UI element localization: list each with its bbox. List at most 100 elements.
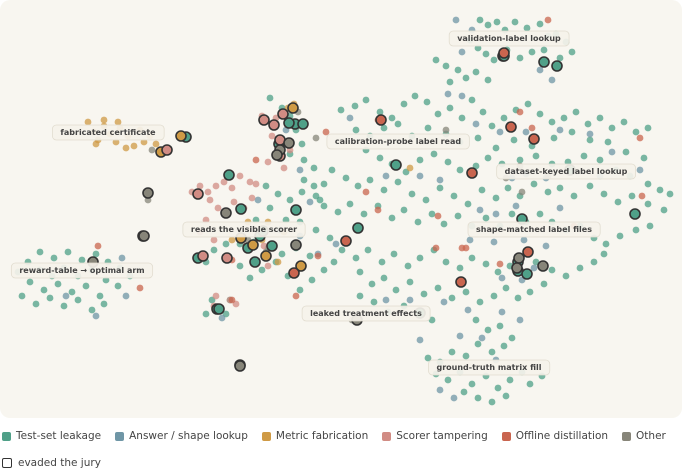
scatter-point xyxy=(492,210,500,218)
scatter-point xyxy=(484,76,492,84)
scatter-point xyxy=(544,188,552,196)
evaded-point xyxy=(537,260,549,272)
evaded-point xyxy=(498,47,510,59)
legend-swatch xyxy=(115,431,125,441)
scatter-point xyxy=(484,154,492,162)
outlined-marker-icon xyxy=(2,458,12,468)
scatter-point xyxy=(562,272,570,280)
evaded-point xyxy=(175,130,187,142)
evaded-point xyxy=(352,222,364,234)
scatter-point xyxy=(300,176,308,184)
scatter-point xyxy=(478,334,486,342)
scatter-point xyxy=(468,254,476,262)
scatter-point xyxy=(202,310,210,318)
scatter-point xyxy=(434,110,442,118)
scatter-point xyxy=(64,248,72,256)
scatter-point xyxy=(586,182,594,190)
legend-item-3: Scorer tampering xyxy=(382,430,488,442)
scatter-point xyxy=(520,236,528,244)
scatter-point xyxy=(568,128,576,136)
scatter-point xyxy=(382,172,390,180)
scatter-point xyxy=(548,266,556,274)
cluster-label-text: fabricated certificate xyxy=(60,128,156,137)
scatter-point xyxy=(524,100,532,108)
cluster-label: reward-table → optimal arm xyxy=(10,262,154,279)
scatter-point xyxy=(204,188,212,196)
scatter-point xyxy=(218,314,226,322)
legend-item-4: Offline distillation xyxy=(501,430,608,442)
scatter-point xyxy=(600,250,608,258)
scatter-point xyxy=(432,56,440,64)
cluster-label: ground-truth matrix fill xyxy=(428,359,551,376)
cluster-label: reads the visible scorer xyxy=(182,221,306,238)
scatter-point xyxy=(376,154,384,162)
scatter-point xyxy=(536,20,544,28)
scatter-point xyxy=(88,306,96,314)
scatter-point xyxy=(400,100,408,108)
evaded-point xyxy=(142,187,154,199)
scatter-point xyxy=(212,292,220,300)
scatter-point xyxy=(478,186,486,194)
scatter-point xyxy=(306,252,314,260)
scatter-point xyxy=(570,192,578,200)
scatter-point xyxy=(308,276,316,284)
scatter-point xyxy=(504,184,512,192)
scatter-point xyxy=(92,312,100,320)
scatter-point xyxy=(406,278,414,286)
scatter-point xyxy=(334,208,342,216)
scatter-point xyxy=(114,282,122,290)
cluster-label-text: shape-matched label files xyxy=(476,225,592,234)
scatter-point xyxy=(496,128,504,136)
evaded-point xyxy=(551,60,563,72)
scatter-point xyxy=(466,236,474,244)
scatter-point xyxy=(436,184,444,192)
scatter-point xyxy=(351,102,359,110)
scatter-point xyxy=(266,94,274,102)
scatter-point xyxy=(548,118,556,126)
scatter-point xyxy=(422,196,430,204)
scatter-point xyxy=(92,250,100,258)
scatter-point xyxy=(320,180,328,188)
legend-item-0: Test-set leakage xyxy=(2,430,101,442)
scatter-point xyxy=(428,210,436,218)
scatter-point xyxy=(382,296,390,304)
scatter-point xyxy=(444,376,452,384)
scatter-point xyxy=(536,66,544,74)
scatter-point xyxy=(450,394,458,402)
scatter-point xyxy=(228,184,236,192)
scatter-point xyxy=(456,264,464,272)
scatter-point xyxy=(494,384,502,392)
scatter-point xyxy=(620,118,628,126)
scatter-point xyxy=(614,198,622,206)
scatter-point xyxy=(492,144,500,152)
scatter-point xyxy=(342,174,350,182)
scatter-point xyxy=(514,294,522,302)
legend-swatch xyxy=(382,431,392,441)
scatter-point xyxy=(484,21,492,29)
scatter-point xyxy=(446,104,454,112)
scatter-point xyxy=(62,292,70,300)
scatter-point xyxy=(656,186,664,194)
scatter-point xyxy=(100,300,108,308)
scatter-point xyxy=(644,200,652,208)
scatter-point xyxy=(522,128,530,136)
scatter-point xyxy=(442,126,450,134)
scatter-point xyxy=(368,280,376,288)
scatter-point xyxy=(456,332,464,340)
scatter-point xyxy=(580,152,588,160)
scatter-point xyxy=(354,182,362,190)
scatter-point xyxy=(404,262,412,270)
evaded-point xyxy=(197,250,209,262)
scatter-point xyxy=(632,226,640,234)
scatter-point xyxy=(644,180,652,188)
evaded-point xyxy=(213,303,225,315)
scatter-point xyxy=(512,202,520,210)
scatter-point xyxy=(356,292,364,300)
scatter-point xyxy=(482,260,490,268)
evaded-point xyxy=(287,102,299,114)
scatter-point xyxy=(264,262,272,270)
scatter-point xyxy=(516,108,524,116)
scatter-point xyxy=(616,232,624,240)
scatter-point xyxy=(476,206,484,214)
evaded-point xyxy=(271,149,283,161)
